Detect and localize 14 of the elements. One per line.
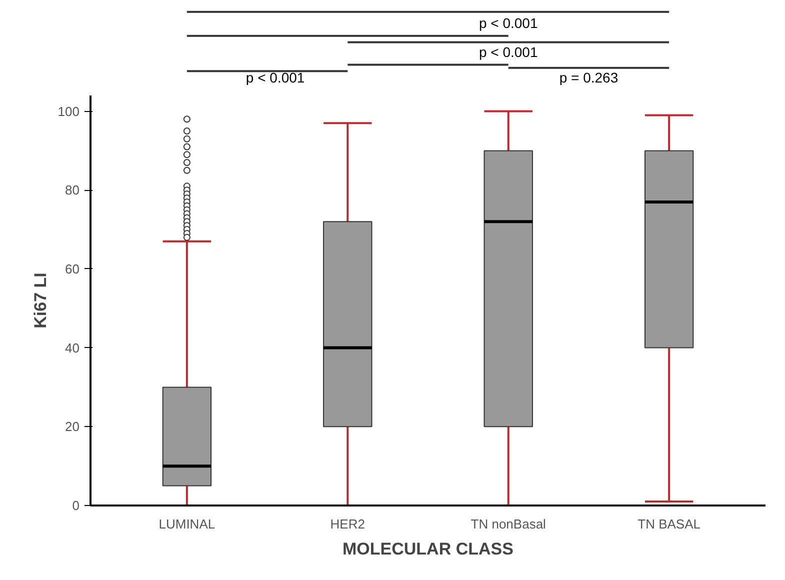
x-tick-label: TN nonBasal	[470, 516, 546, 532]
y-tick-label: 0	[72, 498, 80, 513]
text: p < 0.001	[478, 44, 538, 60]
y-tick-label: 20	[65, 419, 80, 434]
x-axis-title: MOLECULAR CLASS	[342, 540, 514, 558]
y-tick-label: 80	[65, 182, 80, 198]
x-tick-label: LUMINAL	[158, 516, 216, 532]
text: p < 0.001	[478, 15, 538, 32]
y-tick-label: 40	[65, 340, 80, 356]
y-tick-label: 100	[58, 104, 80, 119]
x-tick-label: TN BASAL	[638, 516, 701, 532]
x-tick-label: HER2	[330, 516, 365, 532]
y-axis-title: Ki67 LI	[30, 272, 50, 328]
y-tick-label: 60	[65, 261, 80, 276]
